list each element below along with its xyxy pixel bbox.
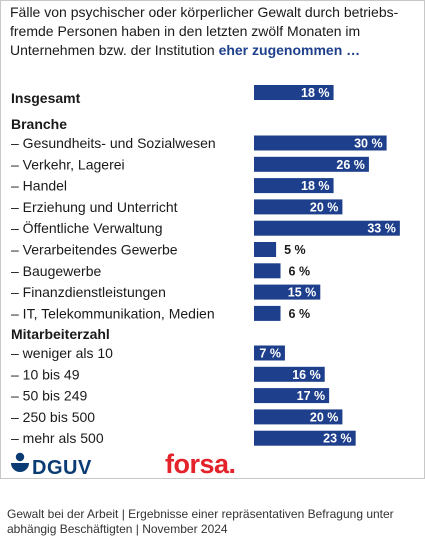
- category-label: – Erziehung und Unterricht: [11, 199, 178, 215]
- dguv-logo: DGUV: [32, 457, 92, 479]
- category-label: – Baugewerbe: [11, 263, 102, 279]
- data-label: 16 %: [292, 368, 321, 382]
- bar: [254, 305, 281, 321]
- chart-title-highlight: eher zugenommen …: [218, 42, 361, 58]
- category-label: – Handel: [11, 178, 67, 194]
- data-label: 18 %: [301, 86, 330, 100]
- bar: [254, 85, 334, 100]
- category-label: – weniger als 10: [11, 345, 113, 361]
- category-label: – 50 bis 249: [11, 388, 87, 404]
- category-label: – 10 bis 49: [11, 366, 80, 382]
- group-header: Mitarbeiterzahl: [11, 326, 110, 342]
- bar: [254, 199, 343, 215]
- data-label: 23 %: [323, 432, 352, 446]
- data-label: 15 %: [288, 286, 317, 300]
- data-label: 20 %: [310, 410, 339, 424]
- bar: [254, 220, 400, 236]
- data-label: 17 %: [297, 389, 326, 403]
- chart-title: Fälle von psychischer oder körperlicher …: [10, 3, 415, 60]
- category-label: – IT, Telekommunikation, Medien: [11, 305, 215, 321]
- bar: [254, 345, 285, 361]
- group-header: Insgesamt: [11, 90, 81, 106]
- category-label: – 250 bis 500: [11, 409, 95, 425]
- data-label: 5 %: [284, 243, 306, 257]
- data-label: 26 %: [336, 158, 365, 172]
- category-label: – Gesundheits- und Sozialwesen: [11, 135, 216, 151]
- bar: [254, 242, 277, 257]
- dguv-logo-icon: [11, 452, 29, 472]
- footer-source: Gewalt bei der Arbeit | Ergebnisse einer…: [7, 507, 394, 536]
- bar: [254, 409, 343, 425]
- bar-chart: Insgesamt 18 % Branche – Gesundheits- und S…: [11, 85, 400, 446]
- bar: [254, 284, 321, 300]
- data-label: 7 %: [259, 347, 281, 361]
- category-label: – Verarbeitendes Gewerbe: [11, 242, 178, 258]
- data-label: 20 %: [310, 200, 339, 214]
- bar: [254, 263, 281, 279]
- bar: [254, 366, 325, 382]
- category-label: – Öffentliche Verwaltung: [11, 219, 163, 236]
- bar: [254, 388, 330, 404]
- bar: [254, 178, 334, 194]
- forsa-logo: forsa.: [165, 449, 236, 479]
- category-label: – mehr als 500: [11, 430, 104, 446]
- data-label: 6 %: [289, 307, 311, 321]
- group-header: Branche: [11, 116, 67, 132]
- chart-title-text: Fälle von psychischer oder körperlicher …: [10, 4, 399, 58]
- category-label: – Finanzdienstleistungen: [11, 284, 166, 300]
- data-label: 33 %: [367, 222, 396, 236]
- data-label: 18 %: [301, 179, 330, 193]
- bar: [254, 156, 369, 172]
- category-label: – Verkehr, Lagerei: [11, 156, 125, 172]
- data-label: 30 %: [354, 137, 383, 151]
- bar: [254, 430, 356, 446]
- data-label: 6 %: [289, 264, 311, 278]
- bar: [254, 135, 387, 151]
